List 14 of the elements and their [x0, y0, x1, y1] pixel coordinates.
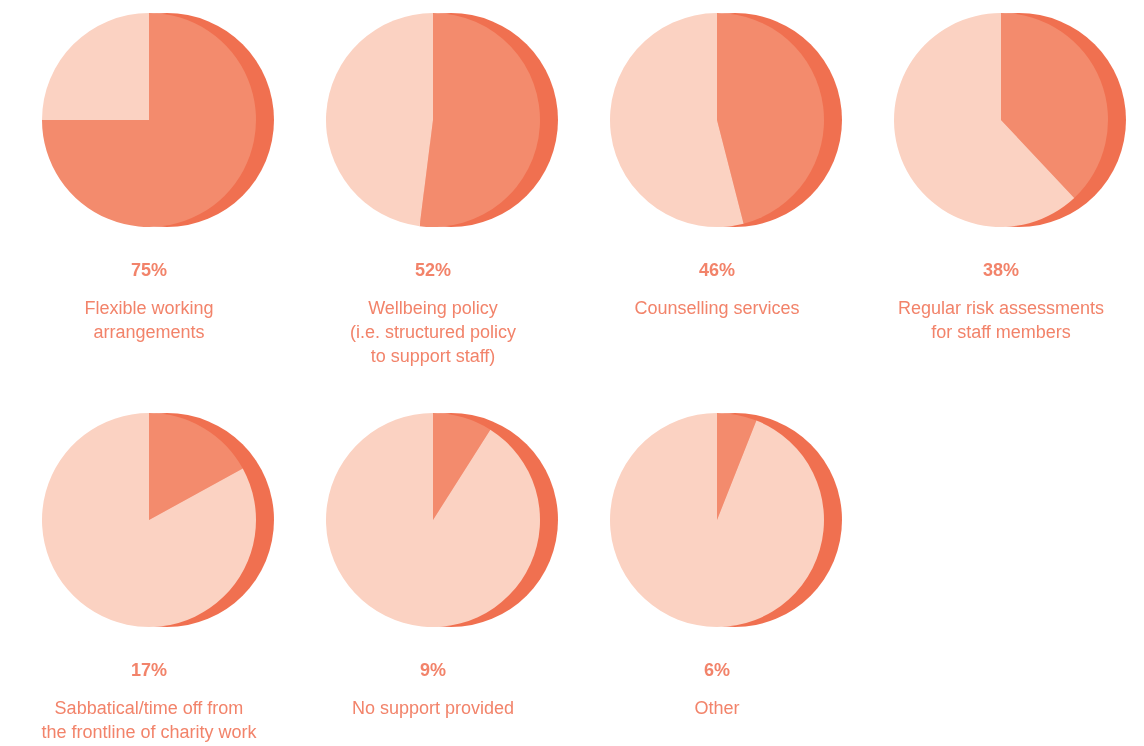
text: 6%	[703, 660, 731, 681]
text: 38%	[982, 260, 1020, 281]
text: 52%	[414, 260, 452, 281]
text: Sabbatical/time off from the frontline of charity work	[40, 697, 258, 744]
text: No support provided	[350, 697, 516, 720]
text: Other	[693, 697, 741, 720]
text: Flexible working arrangements	[83, 297, 215, 344]
text: 9%	[419, 660, 447, 681]
text: 17%	[130, 660, 168, 681]
text: Wellbeing policy (i.e. structured policy to support staff)	[348, 297, 518, 368]
text: Counselling services	[633, 297, 801, 320]
text: Regular risk assessments for staff members	[896, 297, 1106, 344]
text: 75%	[130, 260, 168, 281]
text: 46%	[698, 260, 736, 281]
